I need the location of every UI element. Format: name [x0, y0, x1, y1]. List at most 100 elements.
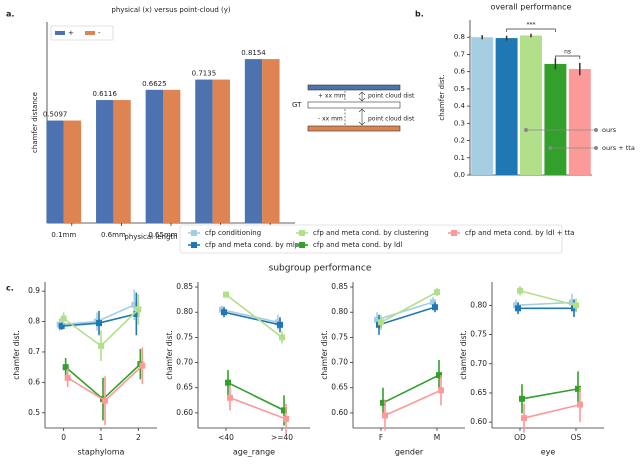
- bar: [568, 69, 591, 175]
- y-tick-label: 0.70: [470, 359, 487, 368]
- diagram-plus-bar: [307, 84, 401, 91]
- series-line: [384, 389, 442, 417]
- y-tick-label: 0.3: [454, 119, 465, 127]
- value-label: 0.8154: [241, 49, 266, 57]
- point-marker: [277, 321, 283, 328]
- y-tick-label: 0.6: [28, 377, 40, 386]
- y-axis-label: chamfer dist.: [12, 330, 21, 380]
- panel-label: b.: [415, 10, 424, 19]
- y-tick-label: 0.7: [28, 347, 40, 356]
- legend-swatch-marker: [299, 230, 305, 236]
- point-marker: [382, 412, 388, 419]
- legend-swatch-marker: [191, 230, 197, 236]
- legend-swatch-marker: [451, 230, 457, 236]
- x-axis-label: eye: [541, 448, 556, 457]
- point-marker: [436, 372, 442, 379]
- diagram-arrow: [358, 91, 366, 102]
- legend-swatch-marker: [299, 242, 305, 248]
- y-tick-label: 0.65: [331, 383, 348, 392]
- annotation: ours: [602, 126, 617, 134]
- series-line: [378, 306, 436, 326]
- point-marker: [60, 315, 67, 322]
- point-marker: [569, 299, 575, 306]
- point-marker: [96, 320, 102, 327]
- bar: [262, 59, 280, 223]
- series-line: [223, 311, 281, 326]
- point-marker: [131, 301, 138, 308]
- x-tick-label: 0.1mm: [51, 231, 76, 239]
- diagram-minus-bar: [307, 125, 401, 132]
- annotation: ***: [527, 22, 536, 29]
- x-tick-label: 0.65mm: [148, 231, 177, 239]
- y-tick-label: 0.65: [176, 383, 193, 392]
- point-marker: [58, 323, 65, 330]
- series-line: [380, 291, 438, 323]
- x-tick-label: <40: [218, 433, 234, 442]
- bar: [46, 120, 64, 223]
- y-tick-label: 0.85: [331, 282, 348, 291]
- x-tick-label: 0: [61, 433, 66, 442]
- x-tick-label: >=40: [271, 433, 293, 442]
- series-line: [225, 293, 283, 339]
- series-line: [515, 301, 573, 307]
- series-line: [229, 397, 287, 420]
- y-tick-label: 0.80: [470, 300, 487, 309]
- bar: [495, 38, 518, 176]
- bar: [145, 89, 163, 224]
- point-marker: [432, 304, 438, 311]
- bar: [113, 100, 131, 223]
- bar: [163, 89, 181, 224]
- series-line: [382, 374, 440, 404]
- point-marker: [139, 362, 146, 369]
- x-tick-label: OD: [514, 433, 526, 442]
- x-tick-label: 1: [99, 433, 104, 442]
- legend-label: cfp conditioning: [205, 229, 261, 237]
- bar: [244, 59, 263, 223]
- bar: [471, 37, 494, 175]
- legend-frame: [50, 25, 114, 41]
- point-marker: [380, 399, 386, 406]
- annotation-dot: [594, 146, 598, 150]
- y-tick-label: 0.8: [454, 33, 465, 41]
- annotation: ours + tta: [602, 144, 635, 152]
- significance-bracket: [555, 55, 581, 59]
- y-tick-label: 0.2: [454, 137, 465, 145]
- annotation-dot: [524, 128, 528, 132]
- legend-label: cfp and meta cond. by mlp: [205, 241, 300, 249]
- point-marker: [223, 291, 229, 298]
- panel-label: c.: [6, 284, 14, 293]
- annotation-dot: [594, 128, 598, 132]
- bar: [544, 63, 567, 175]
- y-tick-label: 0.1: [454, 154, 465, 162]
- bar: [63, 120, 82, 223]
- y-tick-label: 0.9: [28, 286, 40, 295]
- y-tick-label: 0.85: [176, 282, 193, 291]
- point-marker: [517, 287, 523, 294]
- y-tick-label: 0.6: [454, 68, 466, 76]
- legend-label: -: [98, 29, 101, 37]
- diagram-label: point cloud dist: [368, 116, 415, 123]
- point-marker: [438, 387, 444, 394]
- bar: [96, 100, 114, 223]
- point-marker: [98, 342, 104, 349]
- point-marker: [62, 364, 69, 371]
- y-tick-label: 0.75: [470, 330, 487, 339]
- diagram: + xx mm point cloud dist GT - xx mm poin…: [292, 84, 415, 132]
- y-tick-label: 0.80: [331, 307, 348, 316]
- legend-swatch-marker: [191, 242, 197, 248]
- series-line: [523, 403, 581, 419]
- annotation-dot: [548, 146, 553, 150]
- y-axis-label: chamfer dist.: [438, 74, 446, 120]
- chart-title: physical (x) versus point-cloud (y): [111, 6, 230, 14]
- bar: [195, 79, 213, 223]
- y-tick-label: 0.60: [470, 417, 487, 426]
- y-tick-label: 0.70: [176, 358, 193, 367]
- point-marker: [64, 374, 71, 381]
- y-axis-label: chamfer distance: [31, 92, 39, 153]
- legend-frame: [179, 224, 563, 254]
- x-tick-label: M: [434, 433, 440, 442]
- point-marker: [577, 401, 583, 408]
- point-marker: [102, 397, 108, 404]
- y-tick-label: 0.60: [331, 408, 348, 417]
- significance-bracket: [506, 28, 556, 32]
